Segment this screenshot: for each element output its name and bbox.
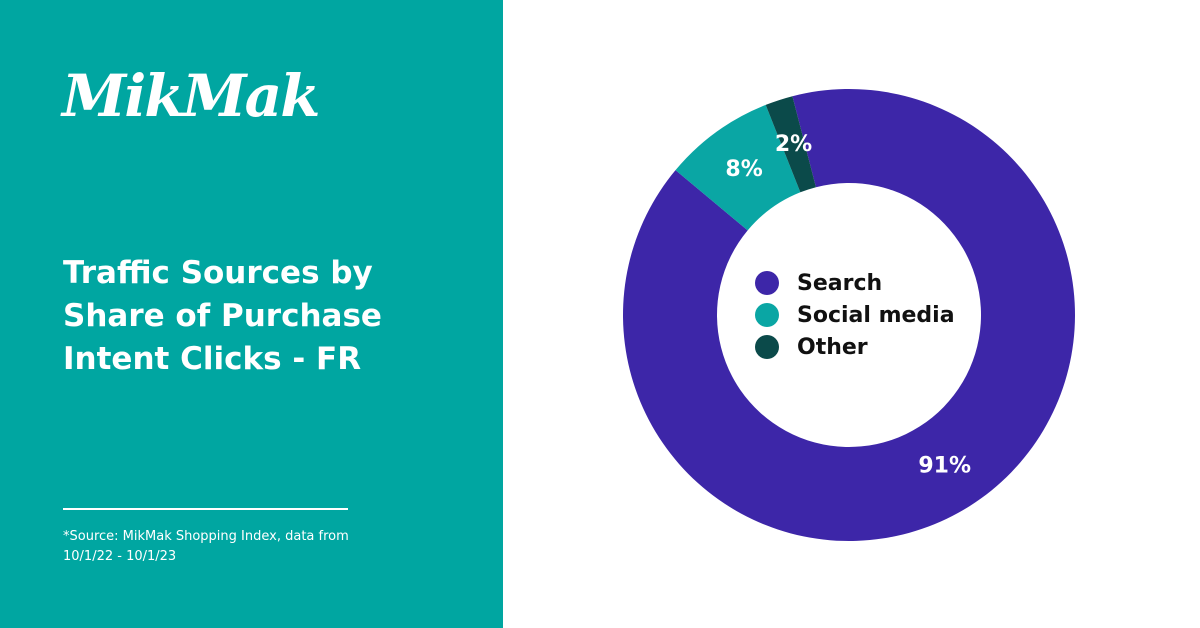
value-label: 8% [725, 157, 762, 182]
slice [675, 104, 801, 231]
legend-swatch [755, 271, 779, 295]
legend-swatch [755, 303, 779, 327]
side-panel: MikMak Traffic Sources by Share of Purch… [0, 0, 503, 628]
legend-label: Search [797, 271, 882, 296]
legend-swatch [755, 335, 779, 359]
slice [765, 96, 816, 193]
value-label: 91% [918, 453, 971, 478]
legend-label: Other [797, 335, 868, 360]
legend-label: Social media [797, 303, 955, 328]
value-label: 2% [775, 132, 812, 157]
chart: 91% 8% 2% Search Social media Other [623, 89, 1075, 542]
divider [63, 508, 348, 510]
source-note: *Source: MikMak Shopping Index, data fro… [63, 529, 349, 564]
logo: MikMak [62, 62, 320, 130]
slice [623, 89, 1075, 542]
chart-title: Traffic Sources by Share of Purchase Int… [63, 255, 382, 377]
